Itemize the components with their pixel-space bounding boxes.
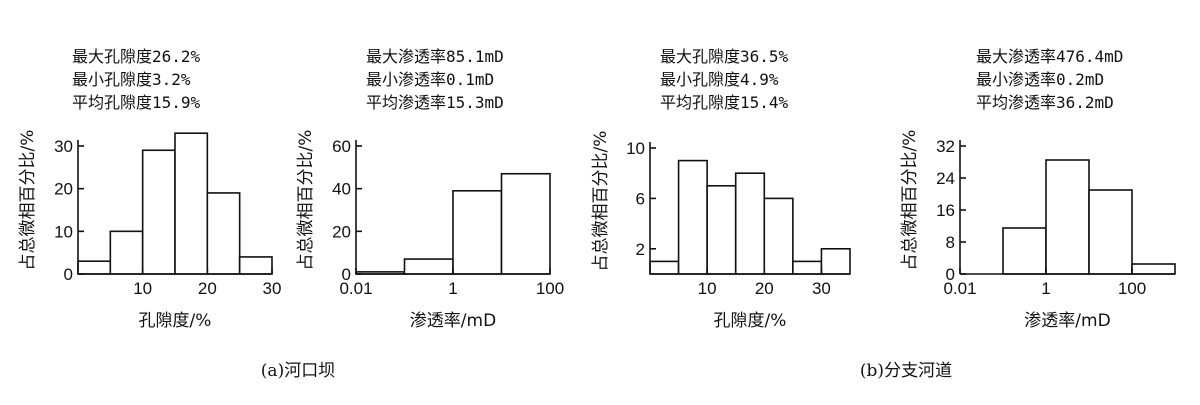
histogram-bar-3 [734, 172, 766, 275]
x-tick-label: 10 [698, 279, 717, 298]
stat-line-1: 最小孔隙度3.2% [72, 70, 191, 89]
y-tick-label: 6 [636, 189, 645, 208]
histogram-bar-2 [141, 149, 176, 275]
histogram-bar-4 [763, 197, 794, 275]
x-axis-title: 孔隙度/% [139, 311, 212, 331]
stat-line-2: 平均孔隙度15.9% [72, 93, 201, 112]
histogram-porosity-mouth-bar: 最大孔隙度26.2% 最小孔隙度3.2% 平均孔隙度15.9% 0 10 20 30 10 20… [18, 47, 281, 331]
histogram-bar-3 [500, 172, 551, 275]
histogram-bar-0 [649, 260, 680, 275]
histogram-permeability-distributary-channel: 最大渗透率476.4mD 最小渗透率0.2mD 平均渗透率36.2mD 0 8 16 24 3… [900, 47, 1176, 331]
x-tick-label: 30 [263, 279, 282, 298]
histogram-permeability-mouth-bar: 最大渗透率85.1mD 最小渗透率0.1mD 平均渗透率15.3mD 0 20 40 60 0… [296, 47, 564, 331]
x-tick-label: 20 [198, 279, 217, 298]
histogram-bar-3 [174, 132, 209, 275]
y-axis-title: 占总微相百分比/% [296, 130, 316, 271]
x-tick-label: 100 [1118, 279, 1146, 298]
stat-line-0: 最大渗透率85.1mD [366, 47, 504, 66]
histogram-bar-4 [206, 192, 241, 275]
y-tick-label: 20 [332, 222, 351, 241]
y-tick-label: 0 [946, 265, 955, 284]
stat-line-0: 最大孔隙度26.2% [72, 47, 201, 66]
x-tick-label: 10 [133, 279, 152, 298]
x-tick-label: 1 [1041, 279, 1050, 298]
histogram-bar-5 [792, 260, 823, 275]
stat-line-2: 平均渗透率36.2mD [976, 93, 1114, 112]
y-tick-label: 10 [626, 139, 645, 158]
x-axis-title: 渗透率/mD [1024, 311, 1110, 331]
y-tick-label: 20 [54, 180, 73, 199]
y-axis-title: 占总微相百分比/% [18, 130, 38, 271]
y-tick-label: 40 [332, 180, 351, 199]
histogram-bar-2 [1045, 159, 1090, 275]
x-tick-label: 100 [536, 279, 564, 298]
x-tick-label: 0.01 [339, 279, 372, 298]
y-tick-label: 24 [936, 169, 955, 188]
x-axis-title: 孔隙度/% [714, 311, 787, 331]
stat-line-0: 最大孔隙度36.5% [660, 47, 789, 66]
caption-b: (b)分支河道 [860, 361, 952, 381]
histogram-bar-2 [452, 190, 503, 275]
stat-line-2: 平均渗透率15.3mD [366, 93, 504, 112]
histogram-bar-0 [77, 260, 112, 275]
x-axis-title: 渗透率/mD [410, 311, 496, 331]
y-tick-label: 10 [54, 222, 73, 241]
histogram-bar-1 [403, 258, 454, 275]
histogram-porosity-distributary-channel: 最大孔隙度36.5% 最小孔隙度4.9% 平均孔隙度15.4% 2 6 10 10 20 30 孔… [591, 47, 851, 331]
y-tick-label: 32 [936, 137, 955, 156]
histogram-bar-1 [677, 159, 708, 275]
y-tick-label: 60 [332, 137, 351, 156]
stat-line-1: 最小渗透率0.1mD [366, 70, 494, 89]
histogram-bar-1 [1002, 227, 1047, 275]
caption-a: (a)河口坝 [261, 361, 335, 381]
y-axis-title: 占总微相百分比/% [591, 131, 611, 272]
y-tick-label: 0 [64, 265, 73, 284]
histogram-bar-2 [706, 185, 737, 275]
y-tick-label: 0 [342, 265, 351, 284]
y-axis-title: 占总微相百分比/% [900, 130, 920, 271]
y-tick-label: 8 [946, 233, 955, 252]
histogram-bar-3 [1088, 189, 1133, 275]
stat-line-1: 最小孔隙度4.9% [660, 70, 779, 89]
stat-line-1: 最小渗透率0.2mD [976, 70, 1104, 89]
y-tick-label: 2 [636, 240, 645, 259]
histogram-bar-1 [109, 230, 144, 275]
x-tick-label: 0.01 [943, 279, 976, 298]
stat-line-0: 最大渗透率476.4mD [976, 47, 1123, 66]
histogram-bar-6 [820, 248, 851, 275]
histogram-bar-5 [238, 256, 273, 275]
x-tick-label: 1 [448, 279, 457, 298]
y-tick-label: 30 [54, 137, 73, 156]
x-tick-label: 20 [755, 279, 774, 298]
x-tick-label: 30 [812, 279, 831, 298]
y-tick-label: 16 [936, 201, 955, 220]
histogram-bar-4 [1131, 263, 1176, 275]
stat-line-2: 平均孔隙度15.4% [660, 93, 789, 112]
